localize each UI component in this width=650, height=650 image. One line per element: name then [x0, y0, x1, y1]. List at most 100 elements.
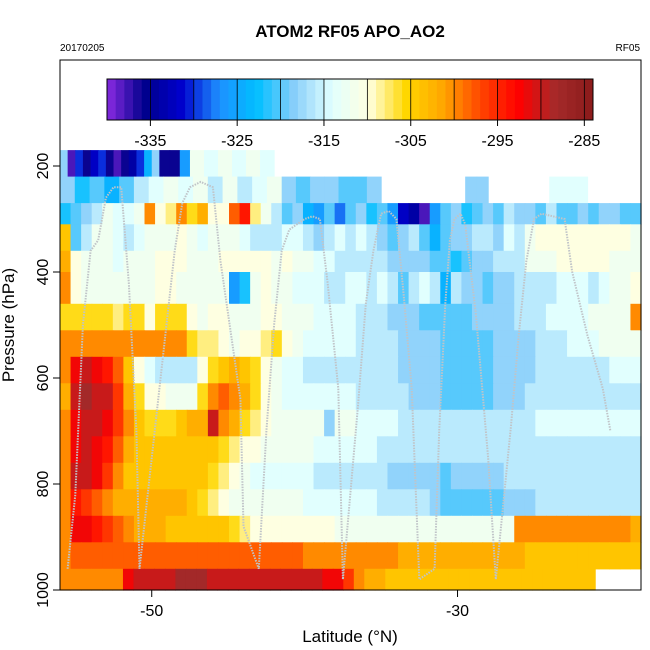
heatmap-cell — [556, 436, 568, 464]
heatmap-cell — [567, 409, 579, 437]
heatmap-cell — [503, 462, 515, 490]
heatmap-cell — [155, 272, 167, 305]
heatmap-cell — [535, 330, 547, 358]
heatmap-cell — [70, 568, 82, 591]
heatmap-cell — [60, 224, 72, 252]
heatmap-cell — [302, 224, 315, 252]
heatmap-cell — [281, 489, 293, 517]
heatmap-cell — [143, 568, 156, 591]
heatmap-cell — [355, 272, 367, 305]
y-tick-label: 400 — [35, 259, 52, 286]
heatmap-cell — [112, 203, 124, 225]
heatmap-cell — [60, 203, 72, 225]
heatmap-cell — [176, 462, 188, 490]
heatmap-cell — [440, 489, 452, 517]
heatmap-cell — [91, 383, 103, 411]
heatmap-cell — [598, 203, 610, 225]
colorbar-swatch — [115, 79, 125, 120]
heatmap-cell — [101, 568, 114, 591]
heatmap-cell — [229, 250, 241, 273]
heatmap-cell — [514, 224, 526, 252]
heatmap-cell — [207, 409, 220, 437]
heatmap-cell — [292, 203, 304, 225]
heatmap-cell — [281, 330, 293, 358]
colorbar-frame — [106, 78, 594, 121]
heatmap-cell — [419, 409, 431, 437]
heatmap-cell — [164, 568, 177, 591]
heatmap-cell — [239, 542, 251, 570]
heatmap-cell — [144, 409, 156, 437]
heatmap-cell — [133, 356, 146, 384]
heatmap-cell — [260, 150, 275, 178]
heatmap-cell — [366, 272, 378, 305]
heatmap-cell — [479, 568, 491, 591]
x-axis: -50 -30 — [140, 590, 469, 620]
heatmap-cell — [598, 383, 610, 411]
heatmap-cell — [178, 176, 194, 204]
heatmap-cell — [398, 409, 410, 437]
colorbar-swatch — [271, 79, 282, 120]
heatmap-cell — [112, 515, 124, 543]
heatmap-cell — [419, 436, 431, 464]
heatmap-cell — [197, 303, 209, 331]
heatmap-cell — [301, 568, 313, 591]
heatmap-cell — [577, 436, 589, 464]
heatmap-cell — [218, 203, 230, 225]
colorbar-swatch — [367, 79, 377, 120]
heatmap-cell — [577, 356, 589, 384]
heatmap-cell — [387, 330, 399, 358]
heatmap-cell — [503, 303, 515, 331]
heatmap-cell — [427, 568, 439, 591]
heatmap-cell — [229, 203, 241, 225]
heatmap-cell — [207, 489, 220, 517]
heatmap-cell — [535, 515, 547, 543]
heatmap-cell — [239, 515, 251, 543]
heatmap-cell — [229, 489, 241, 517]
heatmap-cell — [619, 272, 632, 305]
heatmap-cell — [535, 224, 547, 252]
heatmap-cell — [448, 568, 460, 591]
heatmap-cell — [524, 409, 536, 437]
heatmap-cell — [155, 203, 167, 225]
heatmap-cell — [366, 224, 378, 252]
heatmap-cell — [609, 489, 621, 517]
heatmap-cell — [281, 436, 293, 464]
heatmap-cell — [493, 272, 505, 305]
heatmap-cell — [165, 436, 177, 464]
heatmap-cell — [60, 356, 72, 384]
heatmap-cell — [102, 489, 114, 517]
heatmap-cell — [514, 515, 526, 543]
heatmap-cell — [302, 356, 315, 384]
heatmap-cell — [577, 462, 589, 490]
heatmap-cell — [239, 303, 251, 331]
heatmap-cell — [239, 224, 251, 252]
heatmap-cell — [60, 303, 72, 331]
heatmap-cell — [102, 409, 114, 437]
heatmap-cell — [89, 176, 105, 204]
heatmap-cell — [165, 203, 177, 225]
heatmap-cell — [165, 383, 177, 411]
heatmap-cell — [313, 409, 325, 437]
heatmap-cell — [250, 224, 262, 252]
colorbar-swatch — [141, 79, 151, 120]
heatmap-cell — [461, 515, 473, 543]
heatmap-cell — [619, 515, 632, 543]
colorbar-swatch — [523, 79, 533, 120]
heatmap-cell — [252, 176, 268, 204]
heatmap-cell — [302, 409, 315, 437]
heatmap-cell — [503, 203, 515, 225]
heatmap-cell — [248, 568, 260, 591]
heatmap-cell — [81, 409, 93, 437]
colorbar-swatch — [549, 79, 559, 120]
heatmap-cell — [471, 515, 484, 543]
heatmap-cell — [81, 515, 93, 543]
heatmap-cell — [70, 515, 82, 543]
heatmap-cell — [165, 515, 177, 543]
heatmap-cell — [364, 568, 376, 591]
heatmap-cell — [609, 330, 621, 358]
heatmap-cell — [155, 224, 167, 252]
heatmap-cell — [281, 356, 293, 384]
heatmap-cell — [229, 224, 241, 252]
heatmap-cell — [133, 436, 146, 464]
heatmap-cell — [112, 436, 124, 464]
